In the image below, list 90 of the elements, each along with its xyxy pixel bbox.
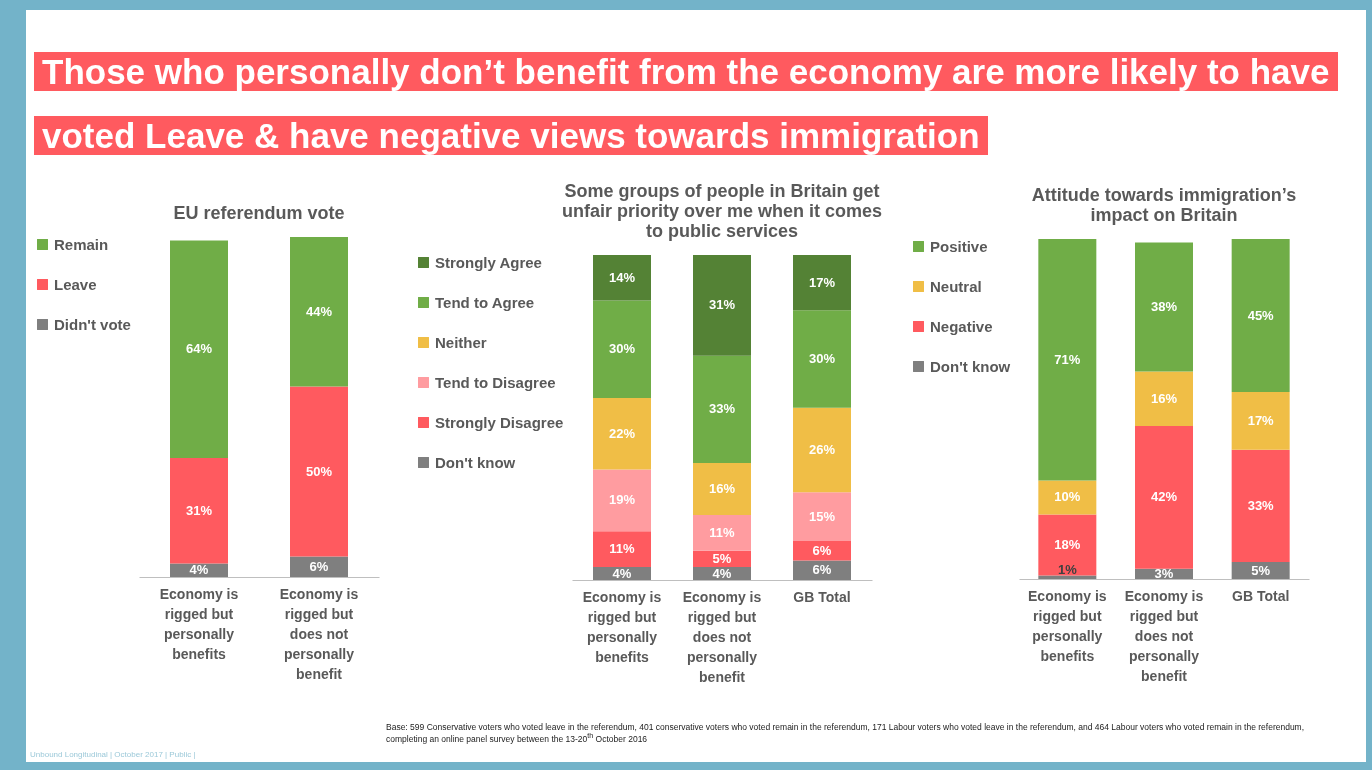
data-label: 42% <box>1150 489 1178 505</box>
bar <box>693 255 751 356</box>
data-label: 33% <box>1247 497 1275 513</box>
data-label: 71% <box>1054 351 1081 367</box>
data-label: 5% <box>1251 562 1271 578</box>
x-tick-label: Economy is rigged but does not personally benefit <box>1124 587 1204 684</box>
text: Base: 599 Conservative voters who voted leave in the referendum, 401 conservative voters who voted remain in the referendum, 171 Labour voters who voted leave in the referendum, and 464 Labour voters who voted remain in the referendum, completing an online panel survey between the 13-20$^{th}$ October 2016 <box>386 722 1336 744</box>
bar <box>290 237 348 387</box>
data-label: 3% <box>1154 565 1174 581</box>
bar <box>1231 392 1290 450</box>
bar <box>793 541 851 561</box>
data-label: 31% <box>708 297 736 313</box>
data-label: 19% <box>608 492 636 508</box>
data-label: 6% <box>309 558 329 574</box>
legend-label: Neither <box>435 333 487 351</box>
bar <box>593 531 651 567</box>
data-label: 16% <box>1150 390 1178 406</box>
x-tick-label: GB Total <box>793 588 851 605</box>
data-label: 1% <box>1057 562 1078 578</box>
bar <box>593 300 651 398</box>
bar <box>1135 371 1193 426</box>
bar <box>1231 239 1290 392</box>
data-label: 5% <box>712 550 732 566</box>
data-label: 45% <box>1247 307 1275 323</box>
data-label: 30% <box>808 351 836 366</box>
legend-label: Didn't vote <box>54 315 131 333</box>
bar <box>593 398 651 470</box>
chart-title: EU referendum vote <box>173 203 345 223</box>
chart-title: Attitude towards immigration’s impact on Britain <box>1031 185 1297 225</box>
x-tick-label: Economy is rigged but does not personally benefit <box>279 585 359 682</box>
legend-label: Negative <box>930 317 993 335</box>
x-tick-label: Economy is rigged but personally benefits <box>582 588 662 665</box>
data-label: 16% <box>708 481 736 496</box>
data-label: 22% <box>608 425 636 441</box>
bar <box>593 255 651 301</box>
legend-label: Tend to Agree <box>435 293 535 311</box>
data-label: 38% <box>1150 299 1178 314</box>
data-label: 4% <box>612 565 632 581</box>
bar <box>290 386 348 557</box>
legend-label: Don't know <box>930 357 1011 375</box>
bar <box>793 255 851 311</box>
data-label: 11% <box>709 524 736 540</box>
legend-label: Don't know <box>435 453 516 471</box>
bar <box>793 407 851 493</box>
x-tick-label: Economy is rigged but personally benefits <box>159 585 239 662</box>
x-tick-label: Economy is rigged but personally benefits <box>1028 587 1107 664</box>
bar <box>593 469 651 532</box>
data-label: 14% <box>608 269 636 285</box>
data-label: 18% <box>1054 537 1081 552</box>
legend-label: Strongly Agree <box>435 253 542 271</box>
data-label: 10% <box>1054 489 1081 505</box>
data-label: 4% <box>712 565 732 581</box>
legend-label: Tend to Disagree <box>435 373 556 391</box>
data-label: 17% <box>808 274 836 290</box>
legend-label: Remain <box>54 235 109 253</box>
bar <box>793 492 851 541</box>
x-tick-label: GB Total <box>1232 587 1290 604</box>
bar <box>1231 449 1290 562</box>
data-label: 31% <box>185 502 213 518</box>
data-label: 30% <box>608 341 636 357</box>
data-label: 44% <box>305 303 333 319</box>
data-label: 6% <box>812 542 832 558</box>
data-label: 33% <box>708 401 736 417</box>
bar <box>693 355 751 463</box>
bar <box>1038 480 1097 515</box>
legend-label: Positive <box>930 237 988 255</box>
legend-label: Strongly Disagree <box>435 413 564 431</box>
data-label: 50% <box>305 463 333 479</box>
legend-label: Neutral <box>930 277 982 295</box>
data-label: 17% <box>1247 412 1275 428</box>
data-label: 11% <box>609 541 636 557</box>
data-label: 64% <box>185 341 213 357</box>
bar <box>1038 239 1097 481</box>
text: Those who personally don’t benefit from the economy are more likely to have voted Leave & have negative views towards immigration <box>34 52 1338 155</box>
bar <box>170 458 228 564</box>
bar <box>693 463 751 515</box>
bar <box>1135 426 1193 569</box>
text: Unbound Longitudinal | October 2017 | Public | <box>30 750 196 759</box>
data-label: 4% <box>189 562 209 578</box>
x-tick-label: Economy is rigged but does not personally benefit <box>682 588 762 685</box>
bar <box>170 240 228 458</box>
bar <box>693 515 751 551</box>
bar <box>793 310 851 408</box>
bar <box>1135 242 1193 372</box>
data-label: 26% <box>808 442 836 457</box>
chart-title: Some groups of people in Britain get unfair priority over me when it comes to public services <box>561 181 883 241</box>
data-label: 6% <box>812 562 832 578</box>
legend-label: Leave <box>54 275 97 293</box>
bar <box>1038 514 1097 576</box>
data-label: 15% <box>808 508 836 524</box>
